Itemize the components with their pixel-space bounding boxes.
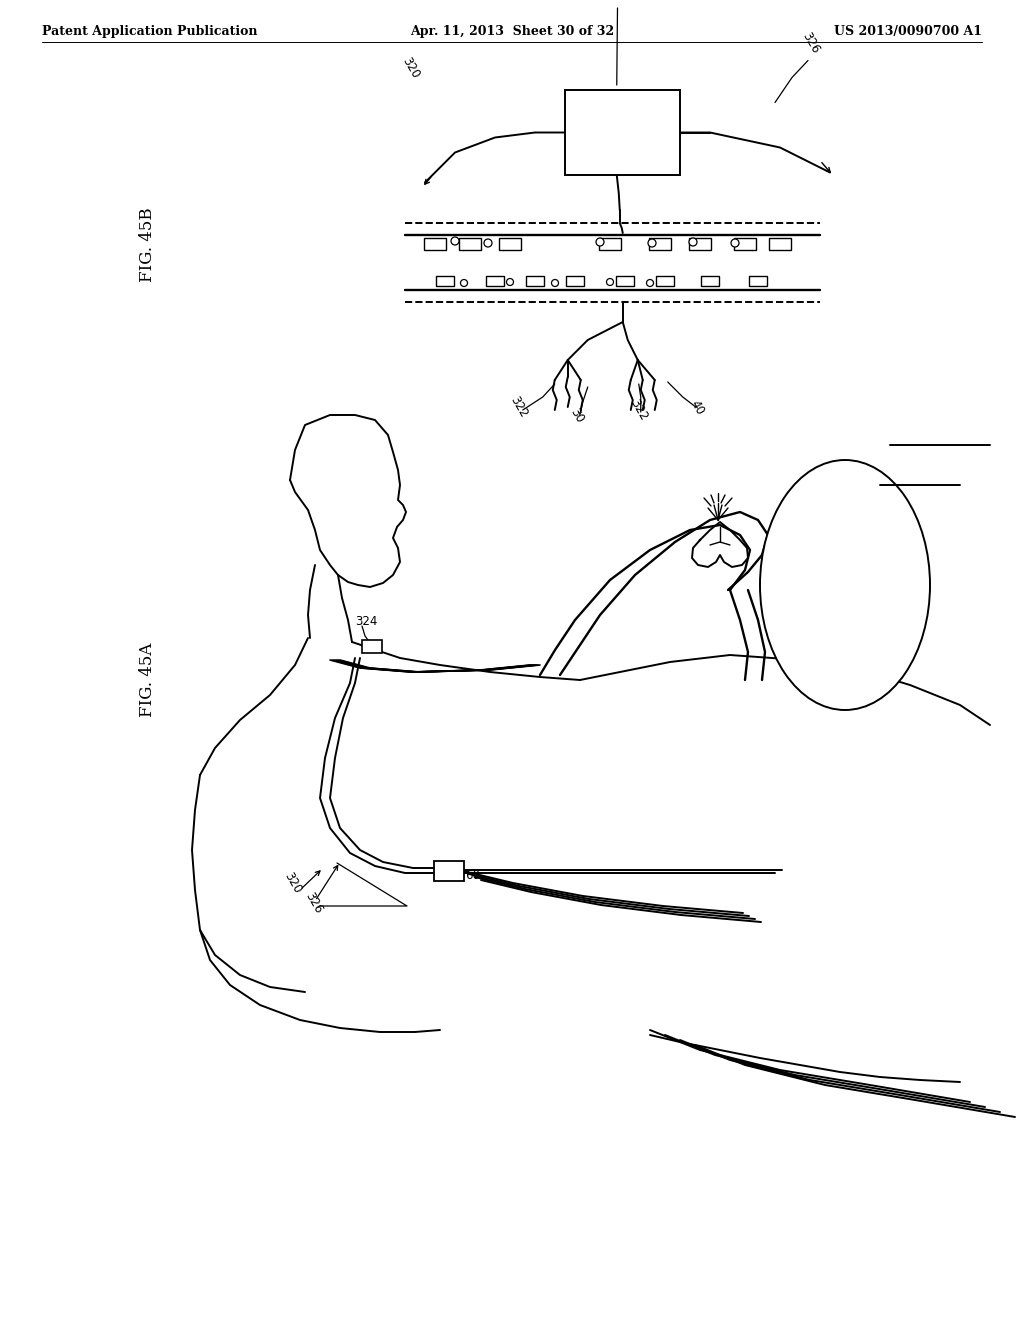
Circle shape [451, 238, 459, 246]
Circle shape [484, 239, 492, 247]
Bar [769, 238, 791, 249]
Bar [459, 238, 481, 249]
Circle shape [507, 279, 513, 285]
Text: Patent Application Publication: Patent Application Publication [42, 25, 257, 38]
Bar [616, 276, 634, 286]
Text: FIG. 45B: FIG. 45B [139, 207, 157, 282]
Bar [649, 238, 671, 249]
Bar [689, 238, 711, 249]
Bar [434, 861, 464, 880]
Text: 324: 324 [604, 0, 627, 3]
Circle shape [731, 239, 739, 247]
Bar [566, 276, 584, 286]
Circle shape [596, 238, 604, 246]
Bar [499, 238, 521, 249]
Ellipse shape [760, 459, 930, 710]
Circle shape [689, 238, 697, 246]
Circle shape [606, 279, 613, 285]
Text: 60: 60 [465, 869, 480, 882]
Text: 324: 324 [355, 615, 378, 628]
Text: 30: 30 [567, 405, 587, 425]
Bar [424, 238, 446, 249]
Bar [749, 276, 767, 286]
Text: Apr. 11, 2013  Sheet 30 of 32: Apr. 11, 2013 Sheet 30 of 32 [410, 25, 614, 38]
Bar [486, 276, 504, 286]
Circle shape [552, 280, 558, 286]
Text: 326: 326 [303, 890, 326, 916]
Text: 326: 326 [800, 29, 822, 55]
Text: 320: 320 [282, 870, 304, 896]
Circle shape [646, 280, 653, 286]
Bar [565, 90, 680, 176]
Bar [526, 276, 544, 286]
Bar [734, 238, 756, 249]
Bar [362, 640, 382, 653]
Text: FIG. 45A: FIG. 45A [139, 643, 157, 717]
Bar [436, 276, 454, 286]
Circle shape [648, 239, 656, 247]
Text: 320: 320 [400, 54, 422, 81]
Bar [599, 238, 621, 249]
Circle shape [461, 280, 468, 286]
Text: 322: 322 [508, 395, 530, 420]
Bar [701, 276, 719, 286]
Text: 322: 322 [628, 397, 650, 422]
Text: 40: 40 [688, 397, 707, 417]
Text: US 2013/0090700 A1: US 2013/0090700 A1 [834, 25, 982, 38]
Bar [656, 276, 674, 286]
